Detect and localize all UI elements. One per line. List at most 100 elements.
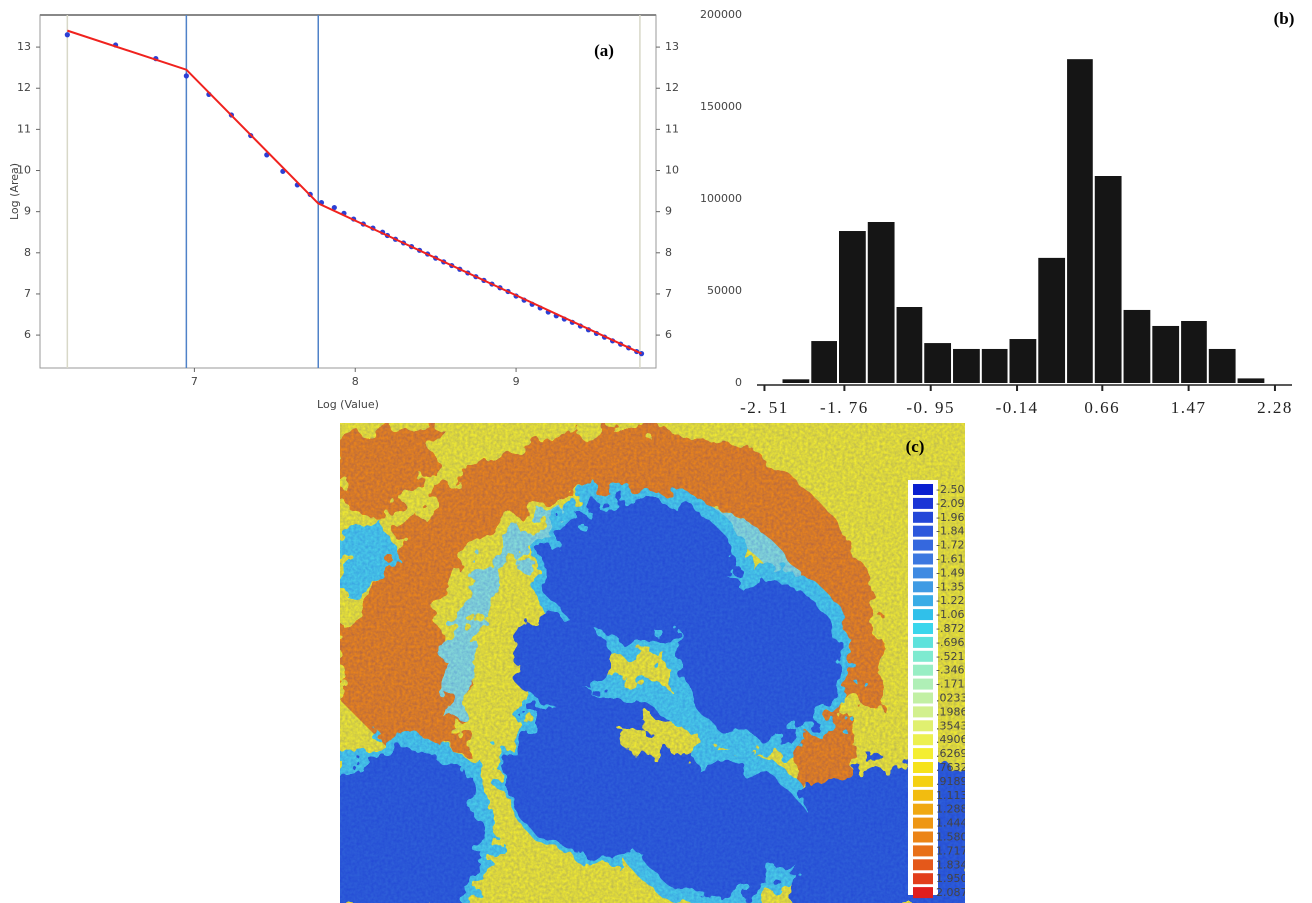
y2-tick-label: 8 bbox=[665, 246, 672, 259]
bar bbox=[1208, 348, 1236, 383]
bar bbox=[1181, 320, 1207, 383]
legend-swatch bbox=[913, 789, 933, 801]
legend-swatch bbox=[913, 595, 933, 607]
plot-area bbox=[39, 14, 657, 369]
legend-label: -1.495 bbox=[936, 566, 971, 579]
legend-label: .6269 bbox=[936, 747, 968, 760]
legend-swatch bbox=[913, 873, 933, 885]
legend-label: -1.728 bbox=[936, 539, 971, 552]
legend-swatch bbox=[913, 650, 933, 662]
legend-label: -2.507 bbox=[936, 483, 971, 496]
annotation: (c) bbox=[906, 437, 925, 456]
y2-tick-label: 6 bbox=[665, 328, 672, 341]
data-point bbox=[331, 204, 337, 211]
y2-tick-label: 13 bbox=[665, 40, 679, 53]
legend-label: .0233 bbox=[936, 692, 968, 705]
legend-swatch bbox=[913, 831, 933, 843]
y-tick-label: 50000 bbox=[707, 284, 742, 297]
legend-swatch bbox=[913, 484, 933, 495]
legend-swatch bbox=[913, 553, 933, 565]
legend-swatch bbox=[913, 706, 933, 718]
legend-swatch bbox=[913, 859, 933, 871]
x-tick-label: 1.47 bbox=[1171, 398, 1207, 417]
x-tick-label: 9 bbox=[513, 375, 520, 388]
legend-label: 1.113 bbox=[936, 789, 968, 802]
y-tick-label: 200000 bbox=[700, 8, 742, 21]
legend-swatch bbox=[913, 525, 933, 537]
bar bbox=[953, 348, 980, 383]
y-tick-label: 0 bbox=[735, 376, 742, 389]
legend-swatch bbox=[913, 511, 933, 523]
bar bbox=[1123, 309, 1151, 383]
legend-swatch bbox=[913, 497, 933, 509]
x-tick-label: 8 bbox=[352, 375, 359, 388]
x-tick-label: -2. 51 bbox=[740, 398, 789, 417]
legend-swatch bbox=[913, 678, 933, 690]
legend-label: 1.834 bbox=[936, 858, 968, 871]
legend-label: 1.580 bbox=[936, 831, 968, 844]
legend-label: -1.222 bbox=[936, 594, 971, 607]
x-tick-label: -0. 95 bbox=[906, 398, 955, 417]
bar bbox=[981, 348, 1008, 383]
legend-swatch bbox=[913, 539, 933, 551]
legend-swatch bbox=[913, 734, 933, 746]
bar bbox=[782, 379, 810, 383]
heatmap-image bbox=[340, 423, 965, 903]
x-tick-label: 0.66 bbox=[1084, 398, 1120, 417]
legend-swatch bbox=[913, 817, 933, 829]
legend-label: -1.962 bbox=[936, 511, 971, 524]
legend-swatch bbox=[913, 623, 933, 634]
legend-swatch bbox=[913, 636, 933, 648]
legend-label: -1.068 bbox=[936, 608, 971, 621]
legend-label: 2.087 bbox=[936, 886, 968, 899]
legend-label: -1.358 bbox=[936, 580, 971, 593]
legend-swatch bbox=[913, 775, 933, 787]
bar bbox=[811, 341, 837, 383]
annotation: (b) bbox=[1274, 9, 1295, 28]
legend-swatch bbox=[913, 664, 933, 676]
y2-tick-label: 11 bbox=[665, 122, 679, 135]
y-tick-label: 150000 bbox=[700, 100, 742, 113]
y2-tick-label: 7 bbox=[665, 287, 672, 300]
y-axis-label: Log (Area) bbox=[8, 163, 21, 220]
legend-swatch bbox=[913, 567, 933, 579]
x-axis-label: Log (Value) bbox=[317, 398, 379, 411]
legend-label: -.3465 bbox=[936, 664, 971, 677]
legend-swatch bbox=[913, 803, 933, 815]
legend-label: .4906 bbox=[936, 733, 968, 746]
legend-swatch bbox=[913, 748, 933, 760]
legend-label: -2.098 bbox=[936, 497, 971, 510]
fit-line bbox=[67, 29, 642, 355]
x-tick-label: 7 bbox=[191, 375, 198, 388]
legend-swatch bbox=[913, 762, 933, 773]
bar bbox=[838, 231, 866, 383]
bar bbox=[1067, 59, 1093, 383]
y-tick-label: 100000 bbox=[700, 192, 742, 205]
legend-label: -.6969 bbox=[936, 636, 971, 649]
y-tick-label: 11 bbox=[17, 122, 31, 135]
bar bbox=[867, 222, 895, 383]
legend-swatch bbox=[913, 720, 933, 732]
legend-swatch bbox=[913, 581, 933, 593]
bar bbox=[924, 343, 952, 383]
x-tick-label: -0.14 bbox=[996, 398, 1039, 417]
bar bbox=[896, 307, 923, 383]
legend-label: .9189 bbox=[936, 775, 968, 788]
bar bbox=[1009, 339, 1037, 383]
legend-label: 1.444 bbox=[936, 817, 968, 830]
y-tick-label: 12 bbox=[17, 81, 31, 94]
legend-label: .3543 bbox=[936, 719, 968, 732]
legend-label: -.8722 bbox=[936, 622, 971, 635]
legend: -2.507-2.098-1.962-1.845-1.728-1.612-1.4… bbox=[913, 483, 971, 899]
y2-tick-label: 12 bbox=[665, 81, 679, 94]
legend-label: -.5217 bbox=[936, 650, 971, 663]
y-tick-label: 7 bbox=[24, 287, 31, 300]
y-tick-label: 10 bbox=[17, 164, 31, 177]
data-point bbox=[183, 73, 189, 79]
legend-swatch bbox=[913, 609, 933, 621]
legend-swatch bbox=[913, 887, 933, 899]
y-tick-label: 9 bbox=[24, 205, 31, 218]
data-point bbox=[64, 32, 70, 38]
